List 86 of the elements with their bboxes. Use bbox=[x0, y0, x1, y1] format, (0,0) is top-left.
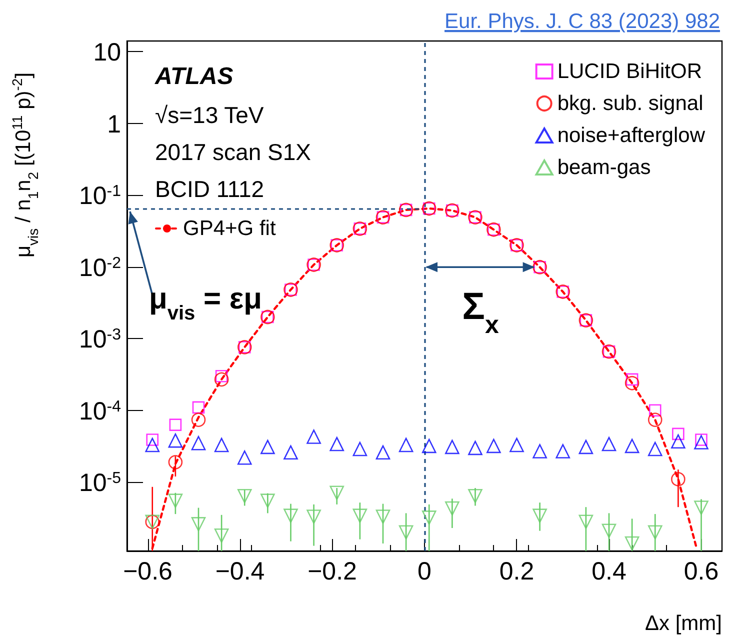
point bbox=[602, 436, 616, 452]
point bbox=[422, 510, 436, 525]
point bbox=[578, 440, 594, 454]
x-tick-label: 0.6 bbox=[684, 558, 719, 586]
point bbox=[376, 445, 390, 460]
x-tick-label: 0.2 bbox=[499, 558, 534, 586]
point bbox=[695, 434, 708, 446]
point bbox=[168, 494, 183, 508]
annotation: Σ$_{x}$ bbox=[462, 286, 499, 340]
point bbox=[330, 486, 344, 500]
y-tick-label: 10$^{-4}$ bbox=[78, 397, 122, 426]
y-tick-label: 10$^{-5}$ bbox=[78, 469, 122, 498]
point bbox=[145, 438, 160, 452]
legend-label: LUCID BiHitOR bbox=[557, 60, 702, 83]
point bbox=[330, 436, 344, 452]
point bbox=[510, 438, 524, 452]
point bbox=[624, 376, 640, 390]
x-tick-label: −0.2 bbox=[308, 558, 357, 586]
point bbox=[626, 373, 638, 386]
point bbox=[532, 444, 547, 458]
point bbox=[671, 434, 686, 449]
y-tick-label: 10$^{-1}$ bbox=[78, 182, 122, 210]
x-tick-label: −0.6 bbox=[123, 558, 172, 586]
x-axis-title: Δx [mm] bbox=[644, 612, 722, 635]
point bbox=[168, 433, 183, 448]
point bbox=[168, 455, 183, 470]
point bbox=[215, 370, 228, 382]
point bbox=[191, 412, 206, 427]
y-tick-label: 10$^{-2}$ bbox=[78, 254, 122, 282]
point bbox=[306, 510, 321, 524]
point bbox=[671, 472, 686, 486]
y-tick-label: 10 bbox=[93, 38, 121, 66]
point bbox=[284, 445, 298, 460]
point bbox=[352, 442, 368, 456]
point bbox=[214, 528, 229, 543]
annotation: √s=13 TeV bbox=[155, 102, 264, 128]
point bbox=[191, 436, 206, 450]
point bbox=[445, 501, 460, 516]
annotation: μ$_{vis}$ = εμ bbox=[149, 282, 262, 324]
point bbox=[648, 442, 662, 456]
point bbox=[624, 536, 640, 551]
y-tick-label: 1 bbox=[107, 110, 121, 138]
x-tick-label: 0.4 bbox=[592, 558, 626, 586]
point bbox=[284, 508, 298, 523]
legend-label: bkg. sub. signal bbox=[557, 92, 704, 115]
point bbox=[648, 412, 662, 427]
point bbox=[532, 508, 547, 523]
point bbox=[352, 508, 368, 523]
text: Eur. Phys. J. C 83 (2023) 982 bbox=[444, 10, 720, 33]
point bbox=[486, 438, 501, 454]
point bbox=[146, 434, 159, 446]
legend-label: GP4+G fit bbox=[183, 217, 276, 240]
annotation: ATLAS bbox=[154, 63, 234, 90]
point bbox=[169, 418, 182, 431]
point bbox=[260, 440, 275, 454]
point bbox=[445, 440, 460, 454]
point bbox=[214, 438, 229, 452]
point bbox=[578, 514, 594, 530]
point bbox=[556, 444, 570, 458]
point bbox=[648, 525, 662, 540]
y-tick-label: 10$^{-3}$ bbox=[78, 326, 122, 354]
point bbox=[376, 510, 390, 524]
point bbox=[398, 438, 414, 452]
point bbox=[237, 450, 252, 465]
point bbox=[624, 438, 640, 454]
point bbox=[694, 500, 708, 515]
legend-label: noise+afterglow bbox=[557, 124, 706, 147]
point bbox=[672, 428, 684, 440]
point bbox=[602, 524, 616, 538]
x-tick-label: 0 bbox=[418, 558, 432, 586]
point bbox=[468, 440, 482, 456]
point bbox=[306, 430, 321, 444]
annotation: 2017 scan S1X bbox=[155, 139, 312, 165]
point bbox=[191, 517, 206, 532]
point bbox=[398, 525, 414, 540]
point bbox=[192, 401, 205, 414]
legend-label: beam-gas bbox=[557, 156, 651, 179]
point bbox=[468, 488, 482, 504]
point bbox=[694, 435, 708, 450]
point bbox=[237, 488, 252, 504]
point bbox=[214, 372, 229, 387]
point bbox=[648, 404, 662, 417]
point bbox=[260, 494, 275, 508]
x-tick-label: −0.4 bbox=[215, 558, 265, 586]
annotation: BCID 1112 bbox=[155, 176, 264, 202]
point bbox=[422, 438, 436, 454]
